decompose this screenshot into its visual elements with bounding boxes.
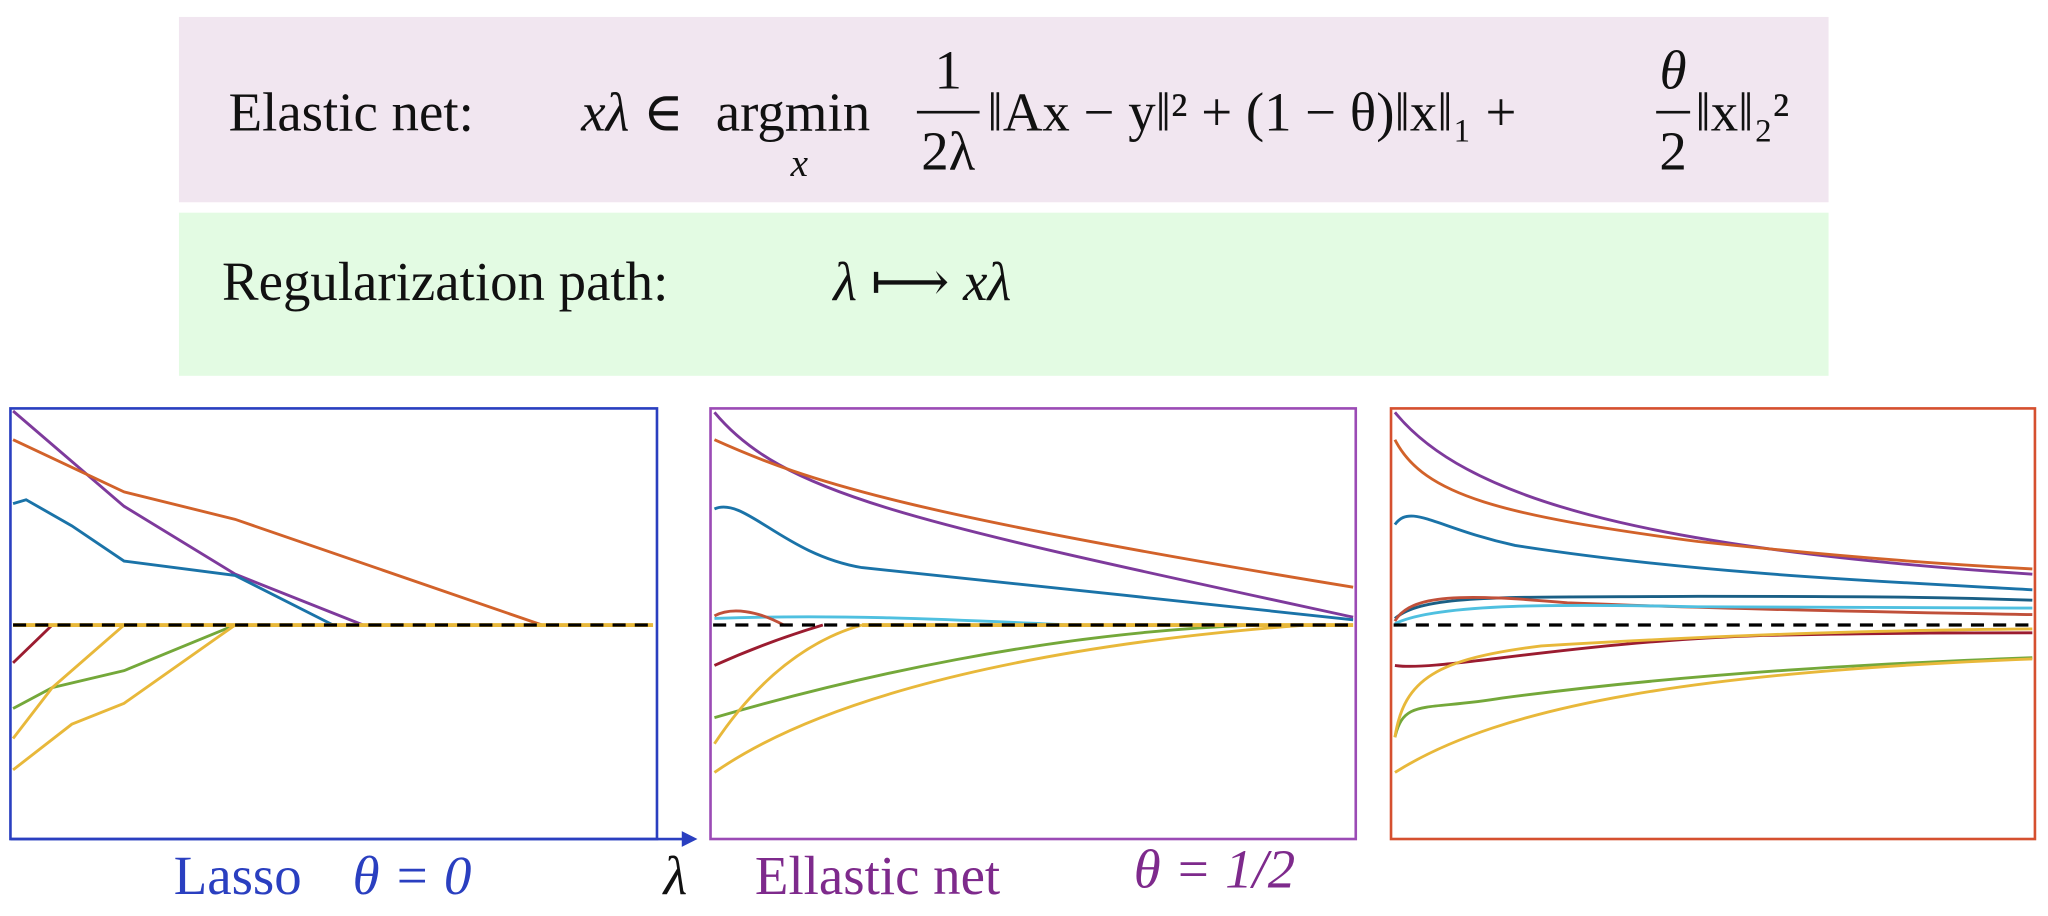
path-curve (12, 438, 543, 627)
path-curve (12, 623, 54, 664)
ridge-curves (1393, 411, 2033, 774)
path-curve (714, 623, 1254, 720)
path-box (178, 212, 1829, 376)
formula-part: 2λ (921, 121, 975, 182)
path-curve (11, 623, 126, 740)
elastic-curves (713, 411, 1354, 774)
caption: Lasso (174, 845, 302, 906)
path-curve (1393, 514, 2033, 592)
path-curve (1393, 595, 2033, 622)
path-curve (1393, 411, 2033, 576)
path-curve (713, 623, 863, 745)
elastic-panel (709, 407, 1358, 841)
path-curve (12, 623, 236, 710)
box-label: Elastic net: (229, 82, 474, 143)
formula-part: 1 (935, 40, 962, 101)
formula-part: θ (1660, 40, 1687, 101)
path-curve (12, 623, 236, 771)
path-curve (12, 409, 364, 627)
axis-arrow (681, 831, 698, 847)
formula-part: x (790, 142, 809, 185)
path-curve (1394, 657, 2033, 774)
path-curve (1394, 594, 2033, 620)
caption: Ellastic net (755, 845, 1000, 906)
path-curve (12, 498, 334, 627)
path-curve (1393, 439, 2033, 571)
path-curve (713, 411, 1354, 619)
formula-part: ‖Ax − y‖² + (1 − θ)‖x‖₁ + (987, 82, 1516, 143)
formula: λ ⟼ xλ (831, 251, 1011, 312)
lasso-curves (11, 409, 654, 771)
path-curve (713, 609, 785, 627)
caption: θ = 1/2 (1134, 838, 1295, 899)
path-curve (713, 623, 824, 667)
path-curve (713, 438, 1354, 589)
formula-part: 2 (1659, 121, 1686, 182)
path-curve (713, 505, 1354, 622)
path-curve (1393, 627, 2033, 738)
formula-part: argmin (716, 82, 870, 143)
formula-box (178, 16, 1829, 203)
axis-label: λ (662, 845, 688, 906)
caption: θ = 0 (353, 845, 472, 906)
formula-part: ‖x‖₂² (1695, 82, 1789, 143)
box-label: Regularization path: (222, 251, 668, 312)
path-curve (713, 623, 1307, 774)
path-curve (1393, 656, 2033, 738)
path-curve (1394, 603, 2033, 625)
ridge-panel (1389, 407, 2037, 841)
formula-part: xλ ∈ (580, 82, 683, 143)
